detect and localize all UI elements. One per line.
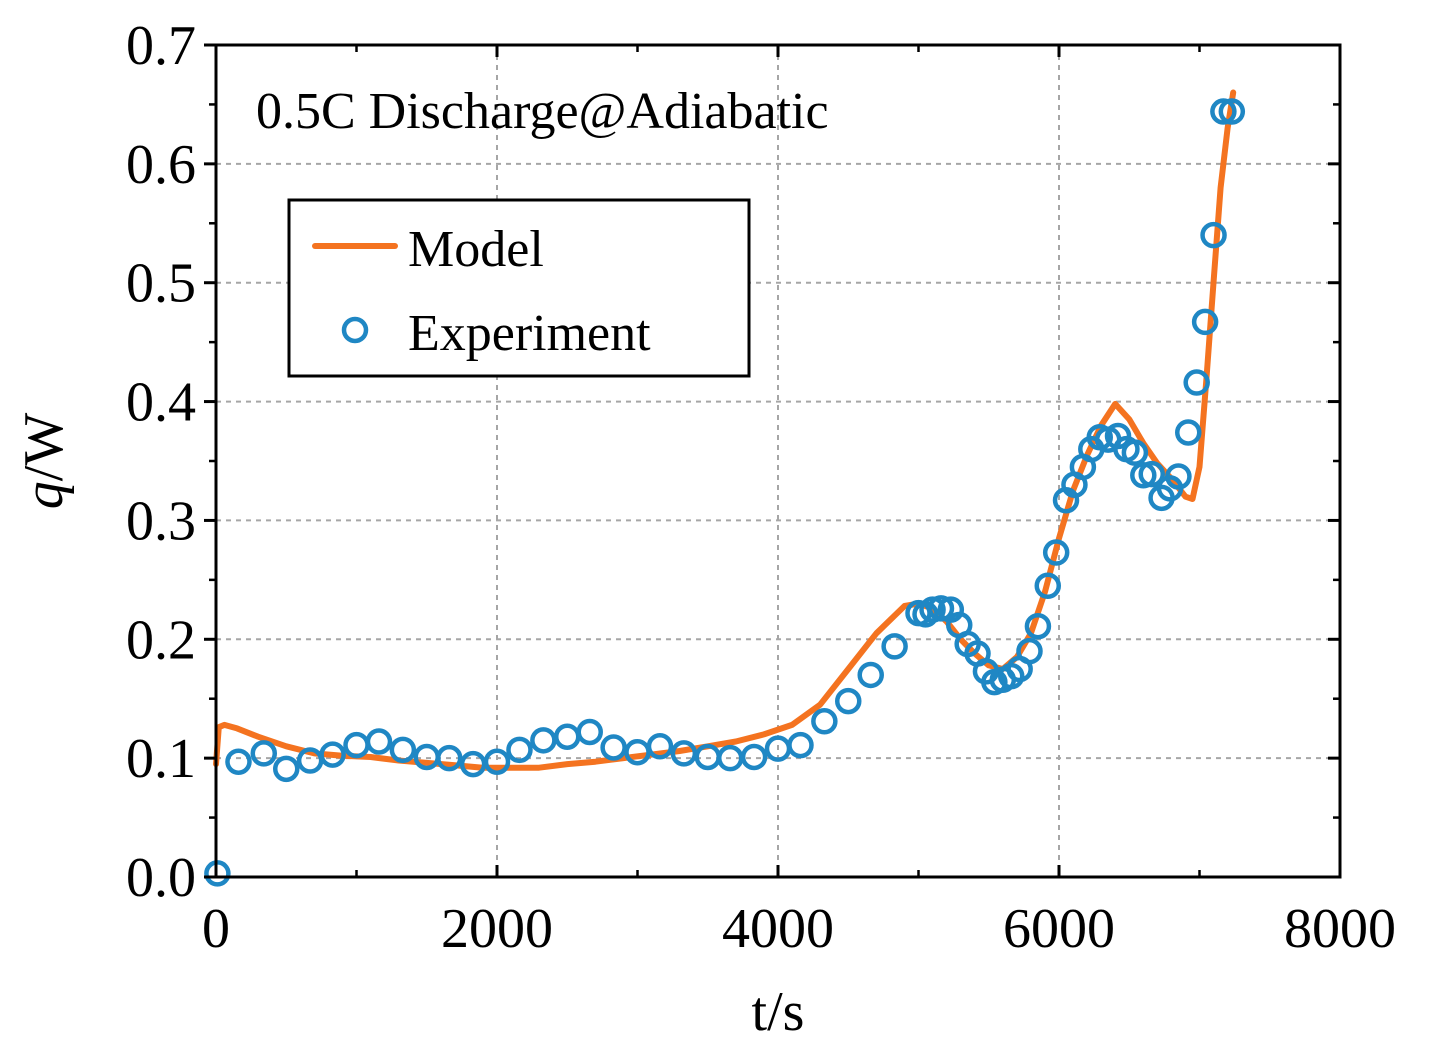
y-axis-label-symbol: q <box>13 481 75 509</box>
experiment-point <box>1200 221 1227 249</box>
y-tick-label: 0.5 <box>126 253 196 315</box>
experiment-point <box>554 723 581 750</box>
experiment-point <box>1218 98 1246 125</box>
experiment-point <box>1191 308 1219 336</box>
experiment-point <box>927 595 955 622</box>
experiment-point <box>1104 422 1132 450</box>
legend: Model Experiment <box>287 198 751 378</box>
experiment-point <box>1183 369 1210 396</box>
x-tick-label: 8000 <box>1284 898 1396 960</box>
y-tick-label: 0.0 <box>126 847 196 909</box>
legend-experiment-label: Experiment <box>408 305 651 362</box>
experiment-point <box>600 734 627 761</box>
experiment-point <box>1016 637 1043 665</box>
y-tick-label: 0.4 <box>126 372 196 434</box>
x-tick-label: 6000 <box>1003 898 1115 960</box>
experiment-point <box>225 748 252 775</box>
experiment-point <box>319 741 346 768</box>
legend-experiment-swatch <box>341 316 369 344</box>
experiment-point <box>530 727 557 754</box>
legend-model-label: Model <box>408 221 544 278</box>
experiment-point <box>343 731 370 759</box>
x-tick-labels: 0 2000 4000 6000 8000 <box>202 898 1396 960</box>
y-tick-label: 0.2 <box>126 609 196 671</box>
y-tick-label: 0.3 <box>126 490 196 552</box>
experiment-point <box>740 743 768 771</box>
experiment-point <box>1175 419 1202 446</box>
experiment-point <box>1138 460 1165 488</box>
x-axis-label: t/s <box>752 981 805 1043</box>
experiment-point <box>576 718 603 746</box>
experiment-point <box>646 733 674 760</box>
chart-annotation: 0.5C Discharge@Adiabatic <box>256 83 829 140</box>
y-axis-label: q/W <box>13 413 75 510</box>
x-tick-label: 4000 <box>722 898 834 960</box>
x-tick-label: 0 <box>202 898 230 960</box>
y-tick-label: 0.6 <box>126 134 196 196</box>
experiment-point <box>389 736 417 764</box>
experiment-point <box>624 738 651 766</box>
experiment-point <box>835 687 862 715</box>
legend-box <box>287 198 751 378</box>
experiment-point <box>811 708 838 735</box>
experiment-point <box>1024 612 1052 640</box>
experiment-point <box>1165 463 1192 490</box>
experiment-point <box>1121 439 1149 466</box>
experiment-point <box>1210 98 1237 125</box>
y-tick-labels: 0.0 0.1 0.2 0.3 0.4 0.5 0.6 0.7 <box>126 15 196 909</box>
experiment-point <box>670 740 698 767</box>
experiment-point <box>881 633 908 660</box>
experiment-point <box>787 731 814 759</box>
experiment-point <box>857 661 884 689</box>
model-series <box>213 89 1237 771</box>
experiment-point <box>1034 572 1062 600</box>
experiment-point <box>483 748 511 775</box>
y-tick-label: 0.7 <box>126 15 196 77</box>
x-tick-label: 2000 <box>441 898 553 960</box>
y-axis-label-unit: /W <box>13 413 75 482</box>
experiment-point <box>365 728 393 755</box>
major-ticks <box>204 43 1342 879</box>
experiment-point <box>1042 539 1070 566</box>
experiment-series <box>204 98 1246 887</box>
y-tick-label: 0.1 <box>126 728 196 790</box>
experiment-point <box>273 755 300 783</box>
experiment-point <box>435 744 463 772</box>
experiment-point <box>506 736 533 764</box>
experiment-point <box>250 740 278 767</box>
model-line <box>213 89 1237 771</box>
